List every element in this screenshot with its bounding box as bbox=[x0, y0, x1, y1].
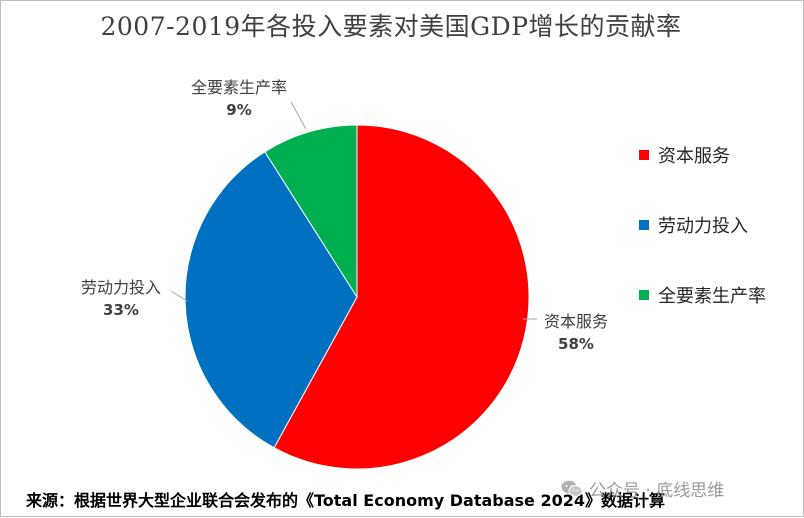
legend-label: 资本服务 bbox=[658, 146, 730, 167]
legend: 资本服务 劳动力投入 全要素生产率 bbox=[639, 144, 799, 354]
pie-slice bbox=[273, 124, 530, 470]
data-label-category: 资本服务 bbox=[544, 312, 608, 331]
pie-slice bbox=[184, 151, 358, 449]
data-label-value: 58% bbox=[558, 335, 594, 353]
pie-slice bbox=[264, 124, 358, 299]
legend-swatch bbox=[639, 220, 649, 230]
legend-label: 全要素生产率 bbox=[658, 286, 766, 307]
legend-item: 劳动力投入 bbox=[639, 214, 799, 237]
leader-line bbox=[170, 290, 188, 302]
leader-line bbox=[290, 101, 307, 130]
data-label-value: 33% bbox=[103, 301, 139, 319]
legend-item: 资本服务 bbox=[639, 144, 799, 167]
legend-swatch bbox=[639, 150, 649, 160]
legend-label: 劳动力投入 bbox=[658, 216, 748, 237]
chart-title: 2007-2019年各投入要素对美国GDP增长的贡献率 bbox=[100, 12, 682, 41]
source-note: 来源：根据世界大型企业联合会发布的《Total Economy Database… bbox=[26, 491, 665, 510]
data-label-category: 全要素生产率 bbox=[191, 78, 287, 97]
watermark: 公众号 · 底线思维 bbox=[561, 476, 724, 501]
wechat-icon bbox=[561, 480, 583, 497]
watermark-text: 公众号 · 底线思维 bbox=[589, 481, 725, 501]
data-label-category: 劳动力投入 bbox=[81, 278, 161, 297]
legend-swatch bbox=[639, 290, 649, 300]
legend-item: 全要素生产率 bbox=[639, 284, 799, 307]
data-label-value: 9% bbox=[226, 101, 251, 119]
